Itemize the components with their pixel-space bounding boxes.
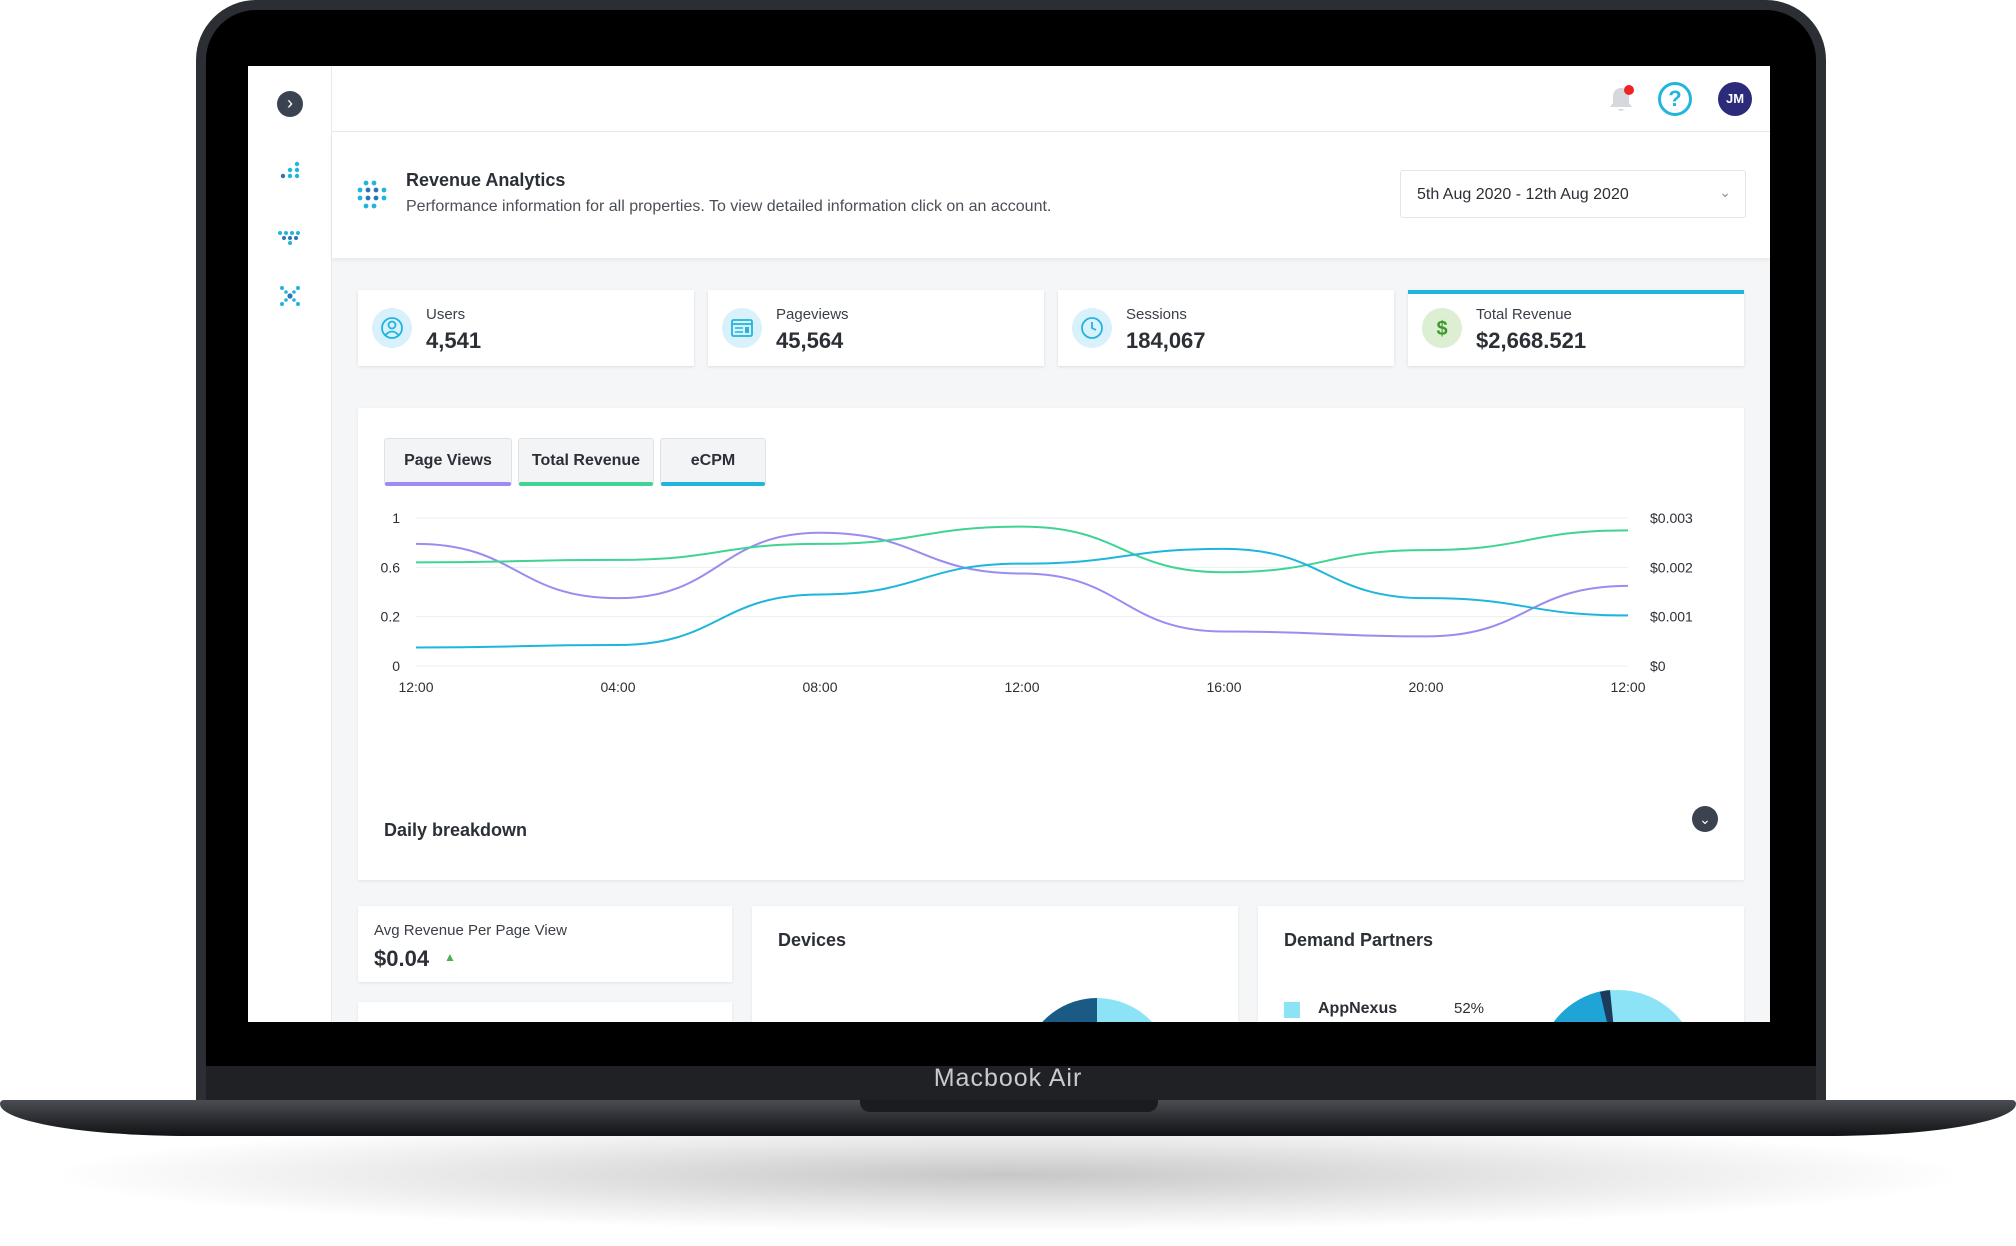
avg-revenue-card: Avg Revenue Per Page View $0.04 ▲	[358, 906, 732, 982]
devices-title: Devices	[778, 930, 847, 950]
chevron-down-icon[interactable]: ⌄	[1692, 806, 1718, 832]
tab-page-views[interactable]: Page Views	[384, 438, 512, 486]
x-tick-label: 12:00	[398, 679, 433, 695]
x-tick-label: 16:00	[1206, 679, 1241, 695]
tab-label: Page Views	[404, 452, 492, 469]
chevron-right-icon[interactable]: ›	[277, 91, 303, 117]
laptop-notch	[860, 1100, 1158, 1112]
y-right-tick-label: $0.001	[1650, 609, 1693, 625]
x-tick-label: 04:00	[600, 679, 635, 695]
laptop-chin	[206, 1066, 1816, 1100]
stat-value: 4,541	[426, 328, 482, 353]
devices-card: Devices	[752, 906, 1238, 1022]
y-left-tick-label: 0.6	[381, 559, 401, 575]
app-screen: ›	[248, 66, 1770, 1022]
avg-revenue-label: Avg Revenue Per Page View	[374, 922, 567, 939]
daily-breakdown-label: Daily breakdown	[384, 820, 528, 840]
series-line-page-views[interactable]	[415, 531, 1629, 638]
device-label: Macbook Air	[933, 1064, 1083, 1092]
stat-card-sessions[interactable]: Sessions 184,067	[1058, 290, 1394, 366]
avatar[interactable]: JM	[1718, 82, 1752, 116]
sidebar: ›	[248, 66, 332, 1022]
y-left-tick-label: 1	[392, 510, 400, 526]
tab-indicator	[661, 482, 765, 486]
nav-dots-cross-icon[interactable]	[274, 280, 306, 312]
secondary-metric-card	[358, 1002, 732, 1022]
x-tick-label: 20:00	[1408, 679, 1443, 695]
laptop-shadow	[60, 1120, 1956, 1230]
nav-dots-triangle-icon[interactable]	[274, 158, 306, 190]
stat-label: Pageviews	[776, 306, 849, 323]
tab-label: Total Revenue	[531, 452, 641, 469]
logo-icon	[357, 180, 387, 209]
stat-label: Total Revenue	[1476, 306, 1572, 323]
demand-partners-card: Demand Partners AppNexus 52%	[1258, 906, 1744, 1022]
stat-value: $2,668.521	[1476, 328, 1587, 353]
tab-label: eCPM	[690, 452, 736, 469]
y-right-tick-label: $0.002	[1650, 559, 1693, 575]
tab-total-revenue[interactable]: Total Revenue	[518, 438, 654, 486]
y-right-tick-label: $0	[1650, 658, 1666, 674]
page-subtitle: Performance information for all properti…	[406, 198, 1052, 215]
demand-partners-title: Demand Partners	[1284, 930, 1434, 950]
date-range-value: 5th Aug 2020 - 12th Aug 2020	[1417, 186, 1629, 203]
stat-label: Users	[426, 306, 466, 323]
devices-pie-chart	[1042, 998, 1152, 1022]
legend-swatch	[1284, 1002, 1300, 1018]
x-tick-label: 08:00	[802, 679, 837, 695]
line-chart: 1 $0.003 0.6 $0.002 0.2 $0.001 0 $0 12:00 04:00 08…	[381, 510, 1694, 695]
stat-label: Sessions	[1126, 306, 1187, 323]
nav-dots-fan-icon[interactable]	[274, 220, 306, 252]
legend-item-percent: 52%	[1454, 1000, 1485, 1017]
y-left-tick-label: 0	[392, 658, 400, 674]
legend-item-name: AppNexus	[1318, 1000, 1398, 1017]
page-header: Revenue Analytics Performance informatio…	[332, 132, 1770, 258]
browser-icon	[722, 308, 762, 348]
user-icon	[372, 308, 412, 348]
series-line-total-revenue[interactable]	[415, 525, 1629, 574]
svg-text:$: $	[1436, 318, 1447, 340]
stat-card-total-revenue[interactable]: $ Total Revenue $2,668.521	[1408, 290, 1744, 366]
avg-revenue-value: $0.04	[374, 946, 430, 971]
page-title: Revenue Analytics	[406, 170, 566, 190]
demand-partners-pie-chart	[1553, 990, 1682, 1022]
clock-icon	[1072, 308, 1112, 348]
arrow-up-icon: ▲	[444, 950, 456, 964]
chevron-down-icon: ⌄	[1719, 184, 1731, 200]
topbar: ? JM	[332, 66, 1770, 132]
series-line-ecpm[interactable]	[415, 547, 1629, 649]
help-icon[interactable]: ?	[1658, 82, 1692, 116]
stat-value: 45,564	[776, 328, 844, 353]
date-range-select[interactable]: 5th Aug 2020 - 12th Aug 2020 ⌄	[1400, 170, 1746, 218]
tab-indicator	[519, 482, 653, 486]
tab-ecpm[interactable]: eCPM	[660, 438, 766, 486]
x-tick-label: 12:00	[1610, 679, 1645, 695]
dollar-icon: $	[1422, 308, 1462, 348]
y-left-tick-label: 0.2	[381, 609, 401, 625]
y-right-tick-label: $0.003	[1650, 510, 1693, 526]
x-tick-label: 12:00	[1004, 679, 1039, 695]
stat-card-pageviews[interactable]: Pageviews 45,564	[708, 290, 1044, 366]
chart-card: Page Views Total Revenue eCPM 1 $0.003 0.6…	[358, 408, 1744, 880]
bell-icon[interactable]	[1606, 84, 1636, 114]
tab-indicator	[385, 482, 511, 486]
stat-value: 184,067	[1126, 328, 1206, 353]
stat-card-users[interactable]: Users 4,541	[358, 290, 694, 366]
